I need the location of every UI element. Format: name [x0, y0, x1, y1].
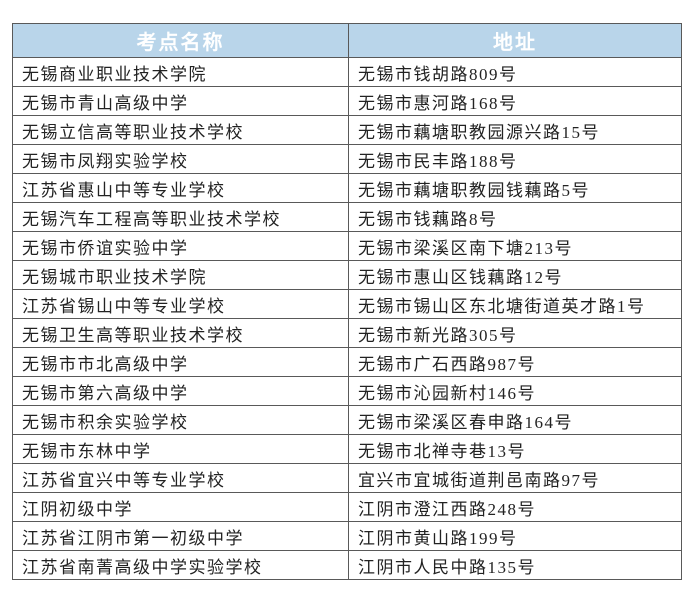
table-row: 无锡市积余实验学校 无锡市梁溪区春申路164号 [12, 405, 682, 435]
site-address-cell: 无锡市沁园新村146号 [348, 376, 682, 406]
table-row: 无锡汽车工程高等职业技术学校 无锡市钱藕路8号 [12, 202, 682, 232]
site-address-cell: 宜兴市宜城街道荆邑南路97号 [348, 463, 682, 493]
site-address-cell: 无锡市北禅寺巷13号 [348, 434, 682, 464]
site-name-cell: 无锡城市职业技术学院 [12, 260, 349, 290]
table-row: 江苏省南菁高级中学实验学校 江阴市人民中路135号 [12, 550, 682, 580]
site-address-cell: 无锡市新光路305号 [348, 318, 682, 348]
site-name-cell: 无锡卫生高等职业技术学校 [12, 318, 349, 348]
site-address-cell: 无锡市惠河路168号 [348, 86, 682, 116]
table-row: 江苏省惠山中等专业学校 无锡市藕塘职教园钱藕路5号 [12, 173, 682, 203]
site-name-cell: 无锡市青山高级中学 [12, 86, 349, 116]
table-row: 无锡商业职业技术学院 无锡市钱胡路809号 [12, 57, 682, 87]
site-name-cell: 无锡汽车工程高等职业技术学校 [12, 202, 349, 232]
table-row: 无锡市第六高级中学 无锡市沁园新村146号 [12, 376, 682, 406]
site-address-cell: 江阴市人民中路135号 [348, 550, 682, 580]
site-address-cell: 江阴市澄江西路248号 [348, 492, 682, 522]
column-header-address: 地址 [348, 23, 682, 58]
site-name-cell: 江苏省锡山中等专业学校 [12, 289, 349, 319]
table-body: 无锡商业职业技术学院 无锡市钱胡路809号 无锡市青山高级中学 无锡市惠河路16… [12, 57, 682, 580]
site-name-cell: 无锡市第六高级中学 [12, 376, 349, 406]
site-name-cell: 无锡市东林中学 [12, 434, 349, 464]
table-row: 无锡城市职业技术学院 无锡市惠山区钱藕路12号 [12, 260, 682, 290]
site-address-cell: 无锡市钱胡路809号 [348, 57, 682, 87]
site-name-cell: 无锡市市北高级中学 [12, 347, 349, 377]
table-row: 无锡立信高等职业技术学校 无锡市藕塘职教园源兴路15号 [12, 115, 682, 145]
site-name-cell: 无锡市凤翔实验学校 [12, 144, 349, 174]
site-name-cell: 江苏省江阴市第一初级中学 [12, 521, 349, 551]
table-row: 无锡市凤翔实验学校 无锡市民丰路188号 [12, 144, 682, 174]
site-address-cell: 无锡市民丰路188号 [348, 144, 682, 174]
table-row: 无锡市青山高级中学 无锡市惠河路168号 [12, 86, 682, 116]
site-name-cell: 江苏省惠山中等专业学校 [12, 173, 349, 203]
site-name-cell: 无锡市侨谊实验中学 [12, 231, 349, 261]
table-row: 江阴初级中学 江阴市澄江西路248号 [12, 492, 682, 522]
site-address-cell: 无锡市梁溪区南下塘213号 [348, 231, 682, 261]
table-row: 无锡市侨谊实验中学 无锡市梁溪区南下塘213号 [12, 231, 682, 261]
table-row: 江苏省宜兴中等专业学校 宜兴市宜城街道荆邑南路97号 [12, 463, 682, 493]
header-row: 考点名称 地址 [12, 23, 682, 58]
site-address-cell: 无锡市藕塘职教园钱藕路5号 [348, 173, 682, 203]
table-row: 无锡市东林中学 无锡市北禅寺巷13号 [12, 434, 682, 464]
site-name-cell: 江阴初级中学 [12, 492, 349, 522]
site-address-cell: 无锡市广石西路987号 [348, 347, 682, 377]
site-address-cell: 无锡市钱藕路8号 [348, 202, 682, 232]
site-address-cell: 无锡市惠山区钱藕路12号 [348, 260, 682, 290]
site-name-cell: 无锡市积余实验学校 [12, 405, 349, 435]
column-header-site-name: 考点名称 [12, 23, 349, 58]
site-name-cell: 无锡商业职业技术学院 [12, 57, 349, 87]
site-name-cell: 江苏省南菁高级中学实验学校 [12, 550, 349, 580]
site-address-cell: 无锡市锡山区东北塘街道英才路1号 [348, 289, 682, 319]
site-address-cell: 无锡市梁溪区春申路164号 [348, 405, 682, 435]
exam-sites-table: 考点名称 地址 无锡商业职业技术学院 无锡市钱胡路809号 无锡市青山高级中学 … [12, 23, 682, 580]
table-row: 无锡市市北高级中学 无锡市广石西路987号 [12, 347, 682, 377]
table-row: 江苏省锡山中等专业学校 无锡市锡山区东北塘街道英才路1号 [12, 289, 682, 319]
table-row: 江苏省江阴市第一初级中学 江阴市黄山路199号 [12, 521, 682, 551]
site-address-cell: 江阴市黄山路199号 [348, 521, 682, 551]
site-name-cell: 江苏省宜兴中等专业学校 [12, 463, 349, 493]
site-address-cell: 无锡市藕塘职教园源兴路15号 [348, 115, 682, 145]
site-name-cell: 无锡立信高等职业技术学校 [12, 115, 349, 145]
table-row: 无锡卫生高等职业技术学校 无锡市新光路305号 [12, 318, 682, 348]
